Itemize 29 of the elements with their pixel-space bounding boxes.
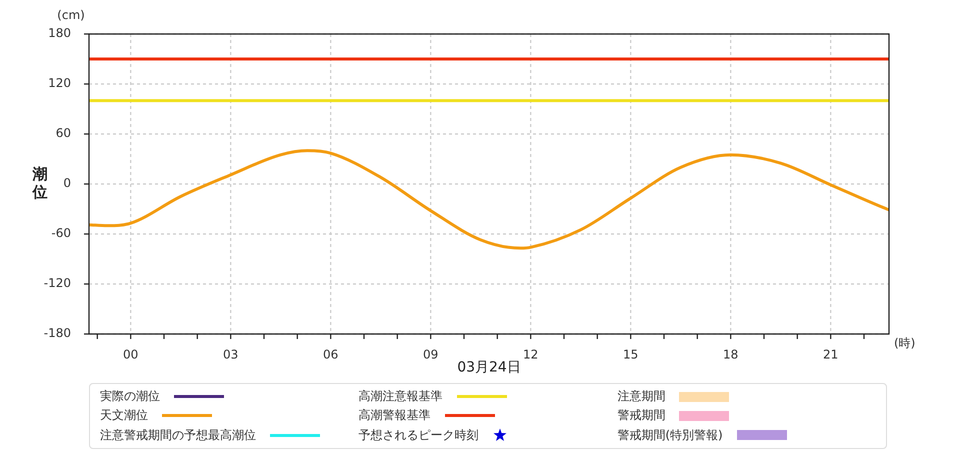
x-axis-title: 03月24日: [457, 360, 521, 376]
y-axis-title: 潮位: [32, 164, 48, 201]
x-tick-label: 00: [123, 347, 138, 362]
y-tick-label: 0: [63, 176, 71, 190]
x-tick-label: 03: [223, 347, 238, 362]
text: (cm): [57, 8, 85, 22]
x-tick-label: 18: [723, 347, 738, 362]
y-tick-label: -120: [44, 276, 71, 290]
y-tick-label: -180: [44, 326, 71, 340]
legend-label: 予想されるピーク時刻: [358, 426, 479, 444]
legend-label: 天文潮位: [100, 407, 148, 424]
y-tick-label: 120: [48, 76, 71, 90]
legend-label: 高潮注意報基準: [358, 388, 443, 406]
y-tick-label: 180: [48, 26, 71, 40]
legend-label: 警戒期間: [617, 407, 666, 424]
legend-label: 注意警戒期間の予想最高潮位: [100, 426, 256, 444]
y-tick-label: 60: [56, 126, 71, 140]
legend-label: 実際の潮位: [100, 388, 160, 406]
text: (時): [894, 336, 916, 350]
line-series: [89, 149, 889, 250]
x-tick-label: 15: [623, 347, 638, 362]
y-tick-label: -60: [51, 226, 71, 240]
legend-label: 注意期間: [617, 388, 666, 406]
x-tick-label: 06: [323, 347, 338, 362]
x-tick-label: 09: [423, 347, 438, 362]
legend-label: 警戒期間(特別警報): [617, 426, 723, 444]
x-tick-label: 21: [823, 347, 838, 362]
x-tick-label: 12: [523, 347, 538, 362]
legend-label: 高潮警報基準: [358, 407, 431, 424]
